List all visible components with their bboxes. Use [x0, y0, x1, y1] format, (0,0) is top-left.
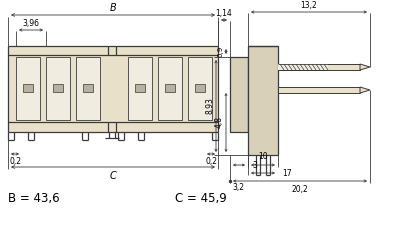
Bar: [16, 57, 40, 120]
Bar: [46, 57, 70, 120]
Text: 0,9: 0,9: [218, 46, 224, 57]
Bar: [278, 64, 328, 70]
Text: 20,2: 20,2: [292, 185, 308, 194]
Bar: [278, 87, 360, 93]
Text: 17: 17: [282, 168, 292, 177]
Bar: [165, 84, 175, 92]
Text: 13,2: 13,2: [301, 1, 317, 10]
Text: 0,2: 0,2: [205, 157, 217, 166]
Text: B = 43,6: B = 43,6: [8, 192, 60, 205]
Bar: [83, 84, 93, 92]
Bar: [195, 84, 205, 92]
Bar: [278, 64, 360, 70]
Text: 4,8: 4,8: [215, 117, 224, 129]
Polygon shape: [360, 87, 370, 93]
Text: 3,96: 3,96: [22, 19, 40, 28]
Text: 3,2: 3,2: [232, 183, 244, 192]
Bar: [248, 46, 278, 155]
Text: 3: 3: [252, 161, 257, 169]
Text: 8,93: 8,93: [205, 98, 214, 114]
Text: B: B: [110, 3, 116, 13]
Polygon shape: [360, 64, 370, 70]
Bar: [8, 46, 218, 132]
Bar: [53, 84, 63, 92]
Bar: [128, 57, 152, 120]
Bar: [76, 57, 100, 120]
Bar: [230, 57, 248, 132]
Text: C = 45,9: C = 45,9: [175, 192, 227, 205]
Text: C: C: [110, 171, 116, 181]
Text: 0,2: 0,2: [9, 157, 21, 166]
Bar: [158, 57, 182, 120]
Text: 10: 10: [258, 152, 268, 161]
Text: 1,14: 1,14: [216, 9, 232, 18]
Bar: [135, 84, 145, 92]
Bar: [188, 57, 212, 120]
Bar: [23, 84, 33, 92]
